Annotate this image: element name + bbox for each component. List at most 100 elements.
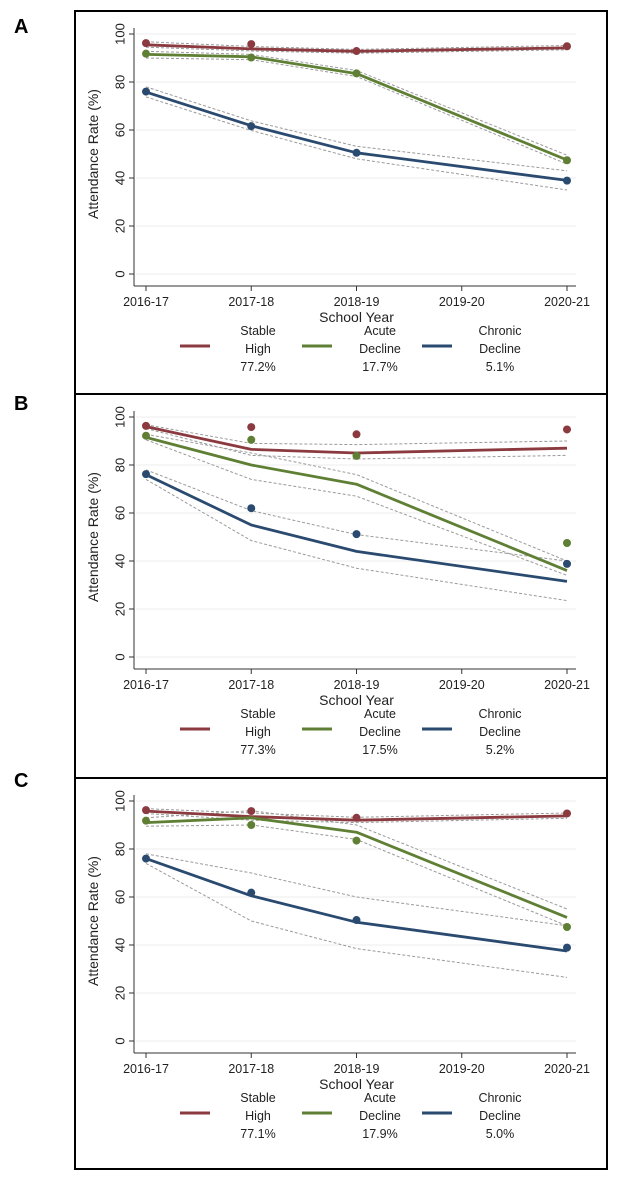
chart-panel-c: 0 20 40 60 80 100 2016-17 2017-18 2018-19 2019-20… [85, 790, 590, 1141]
legend-label-stable-high: Stable [240, 1091, 275, 1105]
acute-decline-ci-lower-line [145, 824, 568, 927]
legend-label-chronic-decline: Chronic [478, 1091, 521, 1105]
chronic-decline-observed-point [563, 943, 571, 952]
x-tick-label: 2018-19 [334, 295, 380, 309]
x-tick-label: 2020-21 [544, 1062, 590, 1076]
stable-high-ci-lower-line [145, 428, 568, 460]
legend-label-acute-decline: Decline [359, 1109, 401, 1123]
panel-label-c: C [14, 770, 29, 792]
legend-label-chronic-decline: Decline [479, 342, 521, 356]
y-tick-label: 40 [112, 171, 127, 185]
acute-decline-fitted-line [145, 53, 568, 162]
y-axis-title: Attendance Rate (%) [85, 89, 101, 219]
legend-share-chronic-decline: 5.0% [486, 1127, 515, 1141]
acute-decline-observed-point [352, 69, 361, 78]
y-tick-label: 0 [112, 270, 127, 277]
x-tick-label: 2018-19 [334, 1062, 380, 1076]
acute-decline-observed-point [563, 156, 571, 165]
acute-decline-ci-lower-line [145, 57, 568, 165]
acute-decline-observed-point [247, 821, 256, 829]
x-axis-title: School Year [319, 1076, 394, 1092]
legend-label-chronic-decline: Chronic [478, 324, 521, 338]
acute-decline-ci-lower-line [145, 439, 568, 576]
x-tick-label: 2017-18 [228, 295, 274, 309]
stable-high-fitted-line [145, 425, 568, 455]
y-tick-label: 100 [112, 23, 127, 45]
stable-high-ci-upper-line [145, 808, 568, 818]
legend-label-chronic-decline: Chronic [478, 707, 521, 721]
chronic-decline-observed-point [352, 916, 361, 925]
stable-high-observed-point [352, 813, 361, 822]
x-tick-label: 2016-17 [123, 678, 169, 692]
chronic-decline-ci-lower-line [145, 862, 568, 978]
stable-high-observed-point [352, 430, 361, 439]
legend-label-stable-high: Stable [240, 707, 275, 721]
y-tick-label: 60 [112, 890, 127, 904]
x-tick-label: 2020-21 [544, 678, 590, 692]
stable-high-fitted-line [145, 43, 568, 53]
legend-label-chronic-decline: Decline [479, 725, 521, 739]
legend-label-chronic-decline: Decline [479, 1109, 521, 1123]
chronic-decline-observed-point [247, 122, 256, 131]
panel-a: 0 20 40 60 80 100 2016-17 2017-18 2018-19 2019-20… [74, 10, 608, 395]
y-axis-title: Attendance Rate (%) [85, 856, 101, 986]
chronic-decline-ci-upper-line [145, 469, 568, 562]
acute-decline-observed-point [142, 431, 150, 440]
acute-decline-ci-upper-line [145, 810, 568, 910]
stable-high-observed-point [247, 807, 256, 816]
x-tick-label: 2018-19 [334, 678, 380, 692]
chronic-decline-ci-lower-line [145, 478, 568, 602]
x-tick-label: 2016-17 [123, 295, 169, 309]
y-tick-label: 80 [112, 458, 127, 472]
x-tick-label: 2019-20 [439, 1062, 485, 1076]
legend-label-stable-high: Stable [240, 324, 275, 338]
stable-high-observed-point [247, 40, 256, 49]
chronic-decline-fitted-line [145, 857, 568, 953]
y-tick-label: 40 [112, 554, 127, 568]
stable-high-ci-lower-line [145, 813, 568, 824]
legend-label-acute-decline: Acute [364, 1091, 396, 1105]
panel-b: 0 20 40 60 80 100 2016-17 2017-18 2018-19 2019-20… [74, 393, 608, 779]
stable-high-observed-point [142, 421, 150, 430]
legend-share-acute-decline: 17.9% [362, 1127, 397, 1141]
legend-share-acute-decline: 17.5% [362, 743, 397, 757]
acute-decline-fitted-line [145, 816, 568, 919]
stable-high-observed-point [563, 42, 571, 51]
panel-c: 0 20 40 60 80 100 2016-17 2017-18 2018-19 2019-20… [74, 777, 608, 1170]
y-tick-label: 100 [112, 406, 127, 428]
y-tick-label: 100 [112, 790, 127, 812]
y-tick-label: 80 [112, 75, 127, 89]
acute-decline-ci-upper-line [145, 433, 568, 562]
stable-high-observed-point [247, 423, 256, 432]
x-tick-label: 2016-17 [123, 1062, 169, 1076]
legend-share-chronic-decline: 5.2% [486, 743, 515, 757]
chronic-decline-ci-upper-line [145, 853, 568, 927]
x-tick-label: 2019-20 [439, 678, 485, 692]
x-tick-label: 2019-20 [439, 295, 485, 309]
chronic-decline-observed-point [247, 504, 256, 513]
chronic-decline-observed-point [352, 530, 361, 539]
legend-label-acute-decline: Acute [364, 707, 396, 721]
stable-high-fitted-line [145, 809, 568, 822]
stable-high-ci-lower-line [145, 46, 568, 54]
x-tick-label: 2020-21 [544, 295, 590, 309]
panel-label-b: B [14, 393, 29, 415]
chronic-decline-observed-point [142, 87, 150, 96]
y-tick-label: 60 [112, 123, 127, 137]
chronic-decline-observed-point [563, 559, 571, 568]
legend-label-acute-decline: Decline [359, 342, 401, 356]
panel-label-a: A [14, 16, 29, 38]
stable-high-observed-point [563, 425, 571, 434]
acute-decline-observed-point [142, 816, 150, 825]
legend-label-stable-high: High [245, 342, 271, 356]
y-tick-label: 20 [112, 219, 127, 233]
y-tick-label: 20 [112, 986, 127, 1000]
acute-decline-observed-point [563, 923, 571, 931]
stable-high-observed-point [142, 806, 150, 815]
y-tick-label: 20 [112, 602, 127, 616]
stable-high-ci-upper-line [145, 41, 568, 50]
chronic-decline-ci-lower-line [145, 96, 568, 191]
x-tick-label: 2017-18 [228, 1062, 274, 1076]
chronic-decline-observed-point [563, 176, 571, 185]
chart-panel-a: 0 20 40 60 80 100 2016-17 2017-18 2018-19 2019-20… [85, 23, 590, 374]
